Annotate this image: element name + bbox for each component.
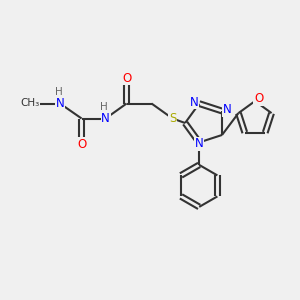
Text: S: S <box>169 112 176 125</box>
Text: O: O <box>77 137 86 151</box>
Text: O: O <box>122 71 131 85</box>
Text: N: N <box>56 97 64 110</box>
Text: N: N <box>195 137 204 150</box>
Text: N: N <box>189 96 198 109</box>
Text: H: H <box>55 87 62 97</box>
Text: H: H <box>100 102 108 112</box>
Text: N: N <box>101 112 110 125</box>
Text: N: N <box>223 103 232 116</box>
Text: CH₃: CH₃ <box>20 98 40 109</box>
Text: O: O <box>254 92 263 105</box>
